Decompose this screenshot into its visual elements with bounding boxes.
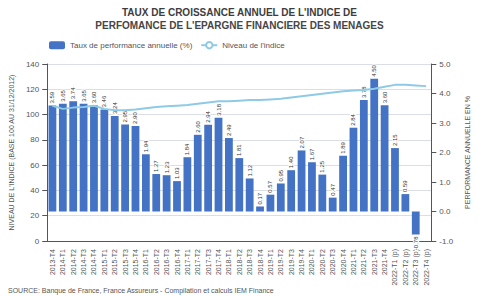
svg-text:2022-T2 (p): 2022-T2 (p) — [402, 249, 410, 286]
svg-text:2014-T3: 2014-T3 — [80, 249, 87, 275]
svg-text:2022-T4 (p): 2022-T4 (p) — [423, 249, 431, 286]
svg-text:1.25: 1.25 — [319, 160, 325, 172]
svg-text:2.84: 2.84 — [350, 113, 356, 125]
svg-text:2019-T4: 2019-T4 — [298, 249, 305, 275]
svg-text:SOURCE: Banque de France, Fran: SOURCE: Banque de France, France Assureu… — [8, 287, 274, 295]
svg-text:NIVEAU DE L'INDICE (BASE 100 A: NIVEAU DE L'INDICE (BASE 100 AU 31/12/20… — [8, 75, 16, 231]
svg-text:2.15: 2.15 — [392, 134, 398, 146]
svg-text:2014-T2: 2014-T2 — [70, 249, 77, 275]
svg-text:2.07: 2.07 — [299, 136, 305, 148]
svg-text:Niveau de l'indice: Niveau de l'indice — [222, 41, 285, 50]
svg-text:2020-T3: 2020-T3 — [329, 249, 336, 275]
svg-text:1.94: 1.94 — [143, 140, 149, 152]
svg-text:3.74: 3.74 — [70, 87, 76, 99]
svg-text:PERFORMANCE ANNUELLE EN %: PERFORMANCE ANNUELLE EN % — [464, 96, 471, 209]
svg-text:3.65: 3.65 — [60, 89, 66, 101]
svg-text:PERFOMANCE DE L'EPARGNE FINANC: PERFOMANCE DE L'EPARGNE FINANCIERE DES M… — [95, 20, 384, 31]
svg-text:2017-T4: 2017-T4 — [215, 249, 222, 275]
svg-text:0.0: 0.0 — [439, 207, 451, 216]
svg-text:2021-T2: 2021-T2 — [360, 249, 367, 275]
svg-text:1.84: 1.84 — [184, 143, 190, 155]
svg-text:2016-T3: 2016-T3 — [163, 249, 170, 275]
svg-text:20: 20 — [30, 211, 39, 220]
svg-text:2.94: 2.94 — [205, 110, 211, 122]
svg-text:2016-T1: 2016-T1 — [142, 249, 149, 275]
svg-text:2021-T1: 2021-T1 — [350, 249, 357, 275]
svg-text:1.12: 1.12 — [247, 164, 253, 176]
svg-text:1.03: 1.03 — [174, 167, 180, 179]
svg-text:60: 60 — [30, 161, 39, 170]
svg-text:-1.0: -1.0 — [439, 237, 453, 246]
svg-text:1.89: 1.89 — [340, 141, 346, 153]
svg-text:120: 120 — [26, 85, 40, 94]
svg-text:2018-T2: 2018-T2 — [236, 249, 243, 275]
svg-text:2015-T3: 2015-T3 — [122, 249, 129, 275]
svg-text:2019-T3: 2019-T3 — [288, 249, 295, 275]
svg-text:1.67: 1.67 — [309, 148, 315, 160]
svg-text:0.59: 0.59 — [402, 180, 408, 192]
svg-text:140: 140 — [26, 60, 40, 69]
svg-text:1.23: 1.23 — [164, 161, 170, 173]
svg-text:0.57: 0.57 — [267, 180, 273, 192]
svg-text:3.18: 3.18 — [216, 103, 222, 115]
svg-text:2014-T1: 2014-T1 — [59, 249, 66, 275]
svg-text:2020-T1: 2020-T1 — [308, 249, 315, 275]
svg-text:0.17: 0.17 — [257, 192, 263, 204]
svg-text:3.65: 3.65 — [81, 89, 87, 101]
svg-text:2017-T3: 2017-T3 — [205, 249, 212, 275]
svg-text:1.27: 1.27 — [153, 160, 159, 172]
svg-text:2.0: 2.0 — [439, 148, 451, 157]
svg-text:2015-T1: 2015-T1 — [101, 249, 108, 275]
svg-text:4.0: 4.0 — [439, 89, 451, 98]
svg-text:Taux de performance annuelle (: Taux de performance annuelle (%) — [70, 41, 193, 50]
svg-text:2014-T4: 2014-T4 — [90, 249, 97, 275]
svg-text:2021-T3: 2021-T3 — [371, 249, 378, 275]
svg-text:TAUX DE CROISSANCE ANNUEL DE L: TAUX DE CROISSANCE ANNUEL DE L'INDICE DE — [122, 7, 357, 18]
svg-text:2016-T2: 2016-T2 — [153, 249, 160, 275]
svg-text:2013-T4: 2013-T4 — [49, 249, 56, 275]
svg-text:2.49: 2.49 — [226, 124, 232, 136]
svg-text:80: 80 — [30, 135, 39, 144]
svg-text:2019-T1: 2019-T1 — [267, 249, 274, 275]
svg-text:2017-T2: 2017-T2 — [194, 249, 201, 275]
svg-text:5.0: 5.0 — [439, 60, 451, 69]
svg-text:1.0: 1.0 — [439, 178, 451, 187]
svg-text:3.60: 3.60 — [382, 91, 388, 103]
svg-text:3.59: 3.59 — [49, 91, 55, 103]
svg-text:3.24: 3.24 — [112, 102, 118, 114]
svg-text:0: 0 — [35, 237, 40, 246]
svg-text:2020-T2: 2020-T2 — [319, 249, 326, 275]
svg-text:2018-T4: 2018-T4 — [257, 249, 264, 275]
svg-text:4.50: 4.50 — [371, 64, 377, 76]
svg-text:2.95: 2.95 — [122, 110, 128, 122]
svg-text:2022-T3 (p): 2022-T3 (p) — [412, 249, 420, 286]
svg-text:2017-T1: 2017-T1 — [184, 249, 191, 275]
svg-text:2015-T4: 2015-T4 — [132, 249, 139, 275]
svg-text:2.90: 2.90 — [132, 112, 138, 124]
svg-text:2019-T2: 2019-T2 — [277, 249, 284, 275]
svg-text:2021-T4: 2021-T4 — [381, 249, 388, 275]
svg-text:3.0: 3.0 — [439, 119, 451, 128]
svg-text:100: 100 — [26, 110, 40, 119]
svg-text:2015-T2: 2015-T2 — [111, 249, 118, 275]
svg-text:2022-T1 (p): 2022-T1 (p) — [391, 249, 399, 286]
svg-text:2020-T4: 2020-T4 — [340, 249, 347, 275]
svg-text:-0.78: -0.78 — [413, 236, 419, 250]
svg-text:3.78: 3.78 — [361, 86, 367, 98]
svg-text:0.95: 0.95 — [278, 169, 284, 181]
svg-text:2018-T1: 2018-T1 — [225, 249, 232, 275]
svg-text:1.81: 1.81 — [236, 144, 242, 156]
svg-text:40: 40 — [30, 186, 39, 195]
svg-text:0.47: 0.47 — [330, 183, 336, 195]
svg-text:2016-T4: 2016-T4 — [174, 249, 181, 275]
svg-text:3.46: 3.46 — [101, 95, 107, 107]
svg-text:1.40: 1.40 — [288, 156, 294, 168]
svg-text:2018-T3: 2018-T3 — [246, 249, 253, 275]
svg-text:3.60: 3.60 — [91, 91, 97, 103]
svg-text:2.60: 2.60 — [195, 120, 201, 132]
